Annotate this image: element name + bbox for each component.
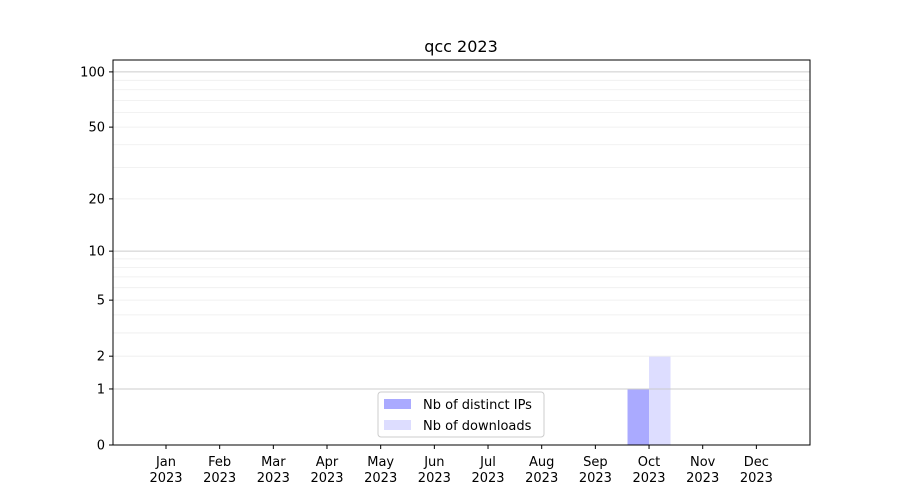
x-tick-label: Nov xyxy=(690,455,716,470)
x-tick-label: Apr xyxy=(316,455,339,470)
x-tick-label: May xyxy=(367,455,394,470)
x-tick-label: Mar xyxy=(261,455,286,470)
x-tick-label: Sep xyxy=(583,455,608,470)
legend-swatch-distinct-ips xyxy=(384,399,411,409)
bar-distinct-ips xyxy=(627,388,650,445)
x-axis: Jan2023Feb2023Mar2023Apr2023May2023Jun20… xyxy=(149,445,773,486)
x-tick-label: 2023 xyxy=(471,471,504,486)
bar-downloads xyxy=(649,356,671,445)
x-tick-label: 2023 xyxy=(686,471,719,486)
x-tick-label: Jun xyxy=(423,455,444,470)
x-tick-label: Jan xyxy=(155,455,176,470)
x-tick-label: 2023 xyxy=(310,471,343,486)
x-tick-label: Aug xyxy=(529,455,554,470)
y-tick-label: 0 xyxy=(97,439,105,454)
y-tick-label: 10 xyxy=(88,245,105,260)
x-tick-label: 2023 xyxy=(740,471,773,486)
x-tick-label: 2023 xyxy=(632,471,665,486)
chart-title: qcc 2023 xyxy=(424,37,498,56)
y-tick-label: 5 xyxy=(97,294,105,309)
x-tick-label: 2023 xyxy=(364,471,397,486)
x-tick-label: 2023 xyxy=(149,471,182,486)
legend-swatch-downloads xyxy=(384,420,411,430)
x-tick-label: Feb xyxy=(208,455,231,470)
plot-frame xyxy=(112,59,811,446)
gridlines-major xyxy=(113,71,810,390)
bars xyxy=(627,356,671,445)
y-tick-label: 50 xyxy=(88,121,105,136)
y-axis: 0 1 2 5 10 20 50 100 xyxy=(80,65,113,454)
x-tick-label: Oct xyxy=(638,455,660,470)
legend-label-distinct-ips: Nb of distinct IPs xyxy=(423,398,532,413)
y-tick-label: 20 xyxy=(88,192,105,207)
y-tick-label: 100 xyxy=(80,65,105,80)
y-tick-label: 2 xyxy=(97,350,105,365)
x-tick-label: 2023 xyxy=(579,471,612,486)
legend-box xyxy=(377,391,545,438)
x-tick-label: Jul xyxy=(479,455,496,470)
legend-label-downloads: Nb of downloads xyxy=(423,419,532,434)
x-tick-label: 2023 xyxy=(203,471,236,486)
x-tick-label: Dec xyxy=(744,455,769,470)
x-tick-label: 2023 xyxy=(418,471,451,486)
legend: Nb of distinct IPs Nb of downloads xyxy=(377,391,545,438)
y-tick-label: 1 xyxy=(97,382,105,397)
x-tick-label: 2023 xyxy=(257,471,290,486)
x-tick-label: 2023 xyxy=(525,471,558,486)
